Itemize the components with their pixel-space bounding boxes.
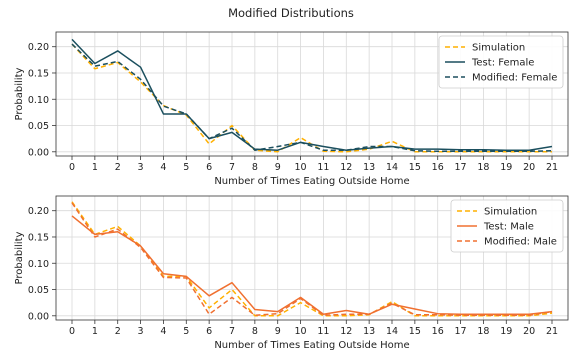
x-tick-label: 6 — [206, 326, 212, 337]
figure-title: Modified Distributions — [228, 6, 354, 20]
x-tick-label: 11 — [317, 326, 329, 337]
x-tick-label: 9 — [275, 162, 281, 173]
legend-box — [450, 199, 564, 253]
y-tick-label: 0.05 — [28, 121, 49, 132]
x-tick-label: 9 — [275, 326, 281, 337]
plot-area-frame — [55, 31, 569, 157]
x-tick-label: 11 — [317, 162, 329, 173]
x-tick-label: 2 — [115, 162, 121, 173]
chart-panel-male: 0 1 2 3 4 5 6 7 8 9 10 11 12 13 14 15 16 17 18 19 20 210.000.… — [14, 195, 569, 351]
x-tick-label: 19 — [500, 162, 512, 173]
legend-label: Simulation — [472, 43, 525, 54]
x-tick-label: 0 — [69, 162, 75, 173]
x-tick-label: 8 — [252, 162, 258, 173]
x-tick-label: 21 — [546, 326, 558, 337]
x-tick-label: 1 — [92, 162, 98, 173]
x-tick-label: 7 — [229, 326, 235, 337]
legend: Simulation Test: Female Modified: Female — [438, 35, 564, 89]
x-tick-label: 16 — [432, 326, 444, 337]
legend-label: Simulation — [484, 207, 537, 218]
x-tick-label: 10 — [295, 326, 307, 337]
y-axis-label: Probability — [14, 67, 25, 120]
x-axis-label: Number of Times Eating Outside Home — [214, 176, 409, 187]
x-tick-label: 14 — [386, 326, 398, 337]
x-tick-label: 18 — [477, 326, 489, 337]
x-tick-label: 21 — [546, 162, 558, 173]
x-tick-label: 19 — [500, 326, 512, 337]
x-tick-label: 5 — [183, 162, 189, 173]
series-line-test-male — [71, 215, 553, 315]
x-tick-label: 14 — [386, 162, 398, 173]
x-tick-label: 6 — [206, 162, 212, 173]
chart-panel-female: 0 1 2 3 4 5 6 7 8 9 10 11 12 13 14 15 16 17 18 19 20 210.000.… — [14, 31, 569, 187]
x-tick-label: 1 — [92, 326, 98, 337]
series-line-test-female — [71, 38, 553, 151]
x-tick-label: 13 — [363, 162, 375, 173]
series-line-modified-female — [71, 43, 553, 153]
x-axis-label: Number of Times Eating Outside Home — [214, 340, 409, 351]
x-tick-label: 17 — [455, 326, 467, 337]
x-tick-label: 15 — [409, 326, 421, 337]
y-tick-label: 0.10 — [28, 259, 49, 270]
legend-label: Test: Female — [471, 58, 534, 69]
plot-area-frame — [55, 195, 569, 321]
x-tick-label: 8 — [252, 326, 258, 337]
x-tick-label: 4 — [160, 326, 166, 337]
x-tick-label: 4 — [160, 162, 166, 173]
x-tick-label: 20 — [523, 326, 535, 337]
x-tick-label: 20 — [523, 162, 535, 173]
x-tick-label: 2 — [115, 326, 121, 337]
y-tick-label: 0.10 — [28, 95, 49, 106]
x-tick-label: 13 — [363, 326, 375, 337]
y-tick-label: 0.00 — [28, 147, 49, 158]
y-tick-label: 0.15 — [28, 232, 49, 243]
legend-label: Modified: Female — [472, 73, 557, 84]
x-tick-label: 17 — [455, 162, 467, 173]
legend-label: Modified: Male — [484, 237, 557, 248]
x-tick-label: 7 — [229, 162, 235, 173]
x-tick-label: 3 — [138, 162, 144, 173]
x-tick-label: 3 — [138, 326, 144, 337]
x-tick-label: 0 — [69, 326, 75, 337]
x-tick-label: 10 — [295, 162, 307, 173]
y-tick-label: 0.15 — [28, 68, 49, 79]
x-tick-label: 12 — [340, 326, 352, 337]
y-tick-label: 0.05 — [28, 285, 49, 296]
series-line-modified-male — [71, 202, 553, 317]
x-tick-label: 15 — [409, 162, 421, 173]
x-tick-label: 5 — [183, 326, 189, 337]
x-tick-label: 12 — [340, 162, 352, 173]
y-tick-label: 0.00 — [28, 311, 49, 322]
x-tick-label: 16 — [432, 162, 444, 173]
legend-label: Test: Male — [483, 222, 534, 233]
y-tick-label: 0.20 — [28, 42, 49, 53]
y-axis-label: Probability — [14, 231, 25, 284]
y-tick-label: 0.20 — [28, 206, 49, 217]
legend-box — [438, 35, 564, 89]
legend: Simulation Test: Male Modified: Male — [450, 199, 564, 253]
x-tick-label: 18 — [477, 162, 489, 173]
